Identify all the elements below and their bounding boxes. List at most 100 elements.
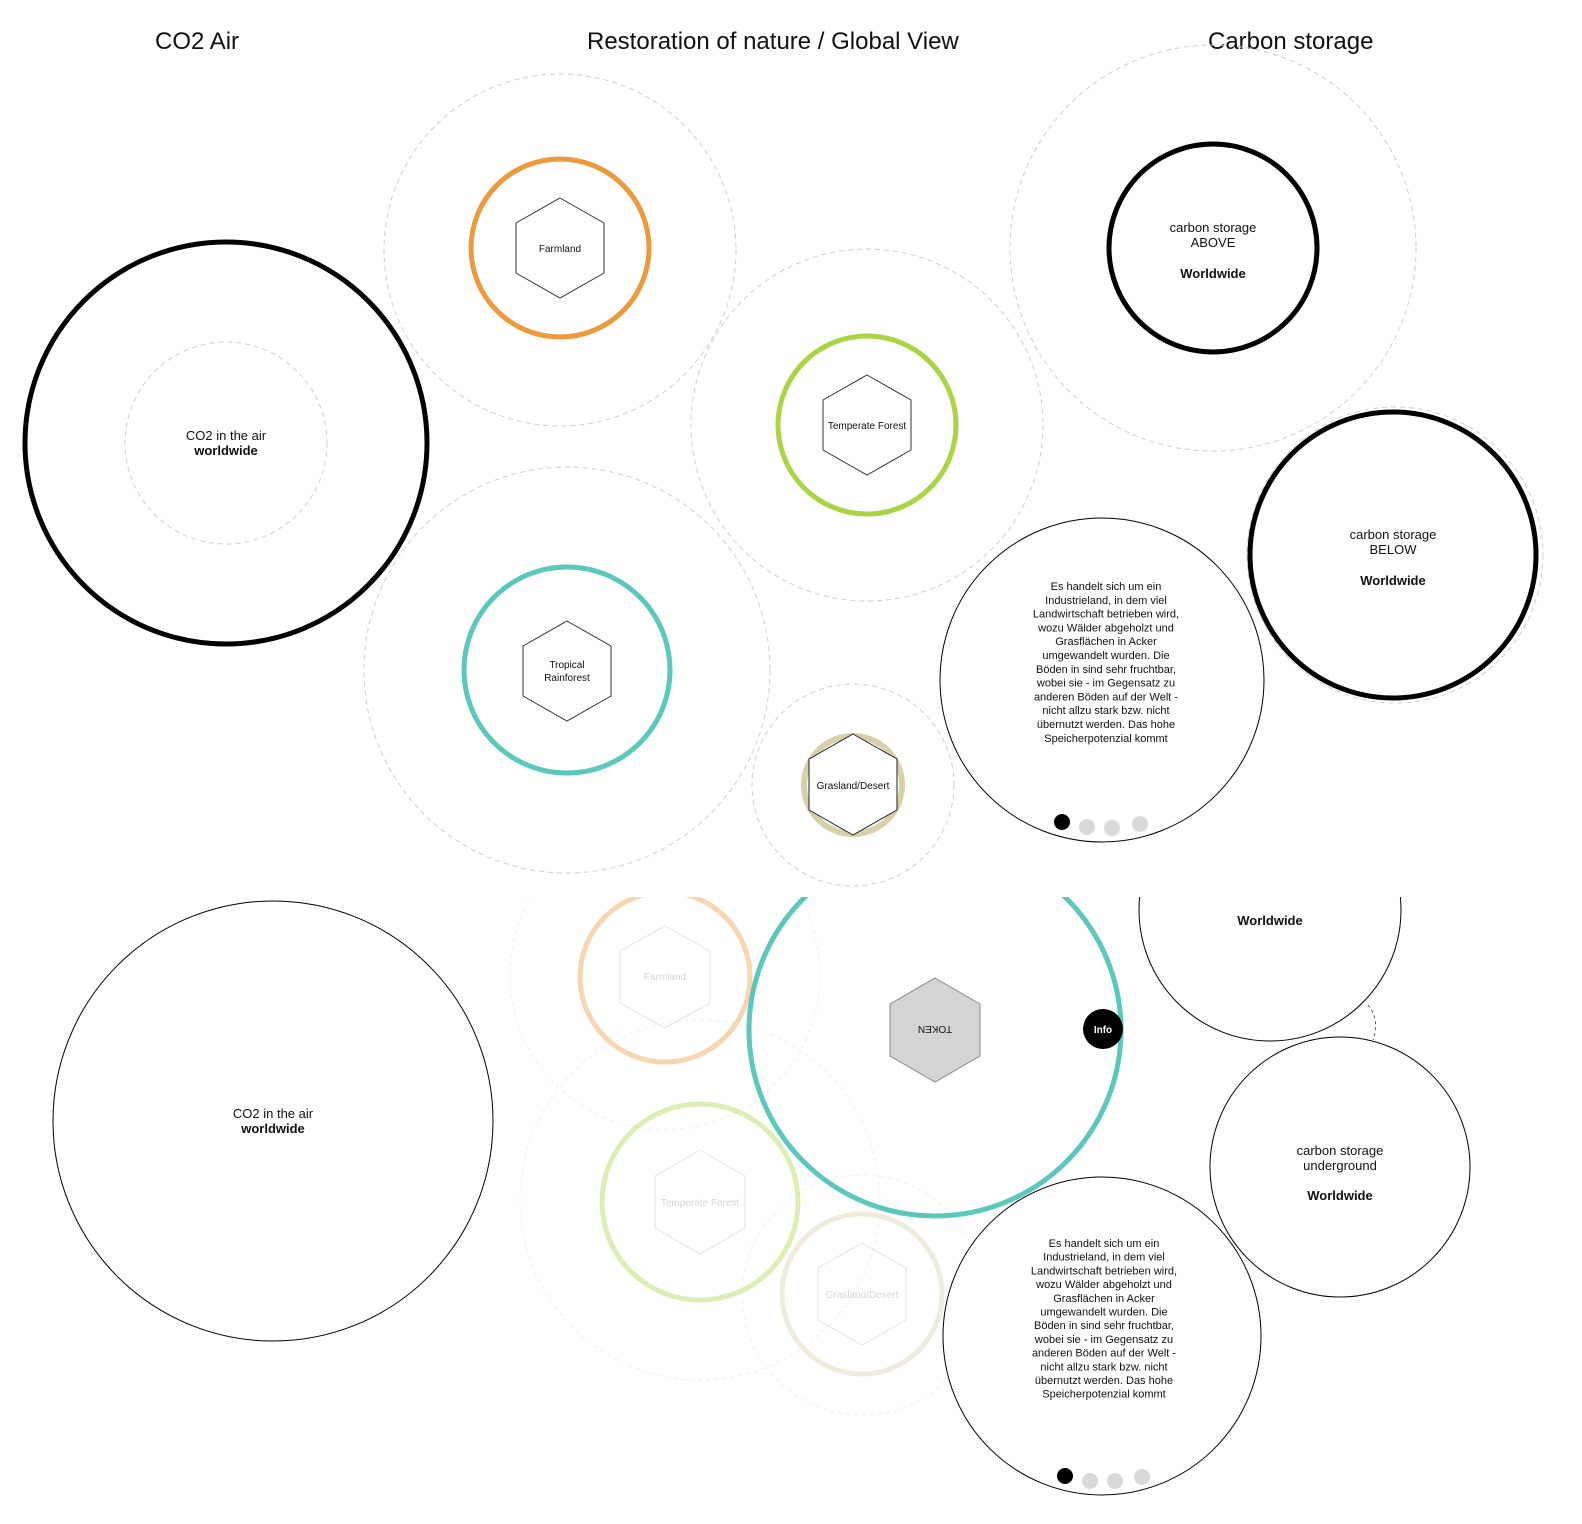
tropical-label-2: Rainforest: [544, 673, 590, 684]
info-button[interactable]: [1083, 1009, 1123, 1049]
grasland-desert-node[interactable]: Grasland/Desert: [801, 733, 905, 837]
info-text-line: anderen Böden auf der Welt -: [1032, 1348, 1176, 1360]
farmland-ring[interactable]: [468, 156, 652, 340]
carbon-underground-ring[interactable]: [1209, 1036, 1471, 1298]
token-hexagon-icon[interactable]: [889, 977, 981, 1083]
carbon-above-ring[interactable]: [1106, 141, 1320, 355]
worldwide-top-label: Worldwide: [1237, 913, 1302, 928]
tropical-rainforest-node[interactable]: Tropical Rainforest: [461, 564, 673, 776]
pager-dot-active[interactable]: [1057, 1468, 1073, 1484]
below-dashed-ring: [1246, 406, 1544, 704]
faded-temperate-node[interactable]: Temperate Forest: [599, 1101, 801, 1303]
grasland-label: Grasland/Desert: [817, 781, 890, 792]
pager-dot[interactable]: [1134, 1469, 1150, 1485]
co2-top-line1: CO2 in the air: [186, 428, 267, 443]
co2-bottom-line2: worldwide: [240, 1121, 305, 1136]
worldwide-top-ring[interactable]: [1138, 779, 1402, 1042]
info-text-line: wozu Wälder abgeholzt und: [1037, 622, 1174, 634]
faded-temperate-ring[interactable]: [599, 1101, 801, 1303]
farmland-node[interactable]: Farmland: [468, 156, 652, 340]
temperate-forest-ring[interactable]: [775, 333, 959, 517]
farmland-hexagon-icon[interactable]: [515, 197, 605, 299]
underground-line3: Worldwide: [1307, 1188, 1372, 1203]
info-bottom-text: Es handelt sich um ein Industrieland, in …: [1031, 1238, 1177, 1401]
temperate-forest-label: Temperate Forest: [828, 421, 907, 432]
farmland-dashed-ring: [383, 73, 737, 427]
worldwide-top-node[interactable]: Worldwide: [1138, 779, 1402, 1042]
info-text-line: Grasflächen in Acker: [1053, 1293, 1155, 1305]
faded-dashed-ring: [519, 1019, 881, 1381]
temperate-dashed-ring: [690, 248, 1044, 602]
above-line3: Worldwide: [1180, 266, 1245, 281]
info-text-line: Speicherpotenzial kommt: [1042, 1389, 1166, 1401]
below-line2: BELOW: [1370, 542, 1418, 557]
info-text-line: Landwirtschaft betrieben wird,: [1033, 609, 1179, 621]
header-co2-air: CO2 Air: [155, 28, 240, 55]
co2-top-line2: worldwide: [193, 443, 258, 458]
below-line3: Worldwide: [1360, 573, 1425, 588]
header-carbon-storage: Carbon storage: [1208, 28, 1374, 55]
faded-farmland-hexagon-icon: [619, 925, 711, 1029]
info-text-line: nicht allzu stark bzw. nicht: [1042, 705, 1169, 717]
carbon-below-node[interactable]: carbon storage BELOW Worldwide: [1247, 409, 1539, 701]
faded-grasland-hexagon-icon: [817, 1242, 907, 1346]
temperate-forest-hexagon-icon[interactable]: [822, 374, 912, 476]
carbon-underground-node[interactable]: carbon storage underground Worldwide: [1209, 1036, 1471, 1298]
info-text-line: übernutzt werden. Das hohe: [1035, 1375, 1173, 1387]
faded-farmland-node[interactable]: Farmland: [577, 892, 753, 1065]
info-text-line: umgewandelt wurden. Die: [1042, 650, 1169, 662]
tropical-rainforest-hexagon-icon[interactable]: [522, 620, 612, 722]
faded-temperate-label: Temperate Forest: [661, 1198, 740, 1209]
faded-temperate-hexagon-icon: [654, 1149, 746, 1255]
co2-inner-dashed-ring: [124, 341, 328, 545]
temperate-forest-node[interactable]: Temperate Forest: [775, 333, 959, 517]
below-line1: carbon storage: [1350, 527, 1437, 542]
grasland-desert-hexagon-icon[interactable]: [808, 733, 898, 836]
above-line1: carbon storage: [1170, 220, 1257, 235]
info-text-line: wobei sie - im Gegensatz zu: [1036, 678, 1175, 690]
co2-air-bottom[interactable]: CO2 in the air worldwide: [52, 900, 494, 1342]
info-panel-bottom: Es handelt sich um ein Industrieland, in …: [942, 1176, 1262, 1496]
header-restoration: Restoration of nature / Global View: [587, 28, 959, 55]
carbon-below-ring[interactable]: [1247, 409, 1539, 701]
info-text-line: wobei sie - im Gegensatz zu: [1034, 1334, 1173, 1346]
info-text-line: Landwirtschaft betrieben wird,: [1031, 1265, 1177, 1277]
info-text-line: Böden in sind sehr fruchtbar,: [1034, 1320, 1174, 1332]
pager-dot[interactable]: [1132, 816, 1148, 832]
pager-dot[interactable]: [1107, 1473, 1123, 1489]
info-text-line: Grasflächen in Acker: [1055, 636, 1157, 648]
dashed-rings: [124, 44, 1544, 887]
co2-air-top[interactable]: CO2 in the air worldwide: [22, 239, 430, 647]
tropical-rainforest-ring[interactable]: [461, 564, 673, 776]
co2-air-bottom-ring[interactable]: [52, 900, 494, 1342]
above-line2: ABOVE: [1191, 235, 1236, 250]
info-text-line: umgewandelt wurden. Die: [1040, 1307, 1167, 1319]
underground-line2: underground: [1303, 1158, 1377, 1173]
grasland-dashed-ring: [751, 683, 955, 887]
info-top-text: Es handelt sich um ein Industrieland, in …: [1033, 581, 1179, 745]
pager-dot[interactable]: [1079, 819, 1095, 835]
info-panel-top: Es handelt sich um ein Industrieland, in …: [939, 517, 1265, 843]
tropical-dashed-ring: [363, 466, 771, 874]
faded-farmland-ring[interactable]: [577, 892, 753, 1065]
info-text-line: Es handelt sich um ein: [1049, 1238, 1160, 1250]
faded-grasland-ring[interactable]: [779, 1211, 945, 1377]
info-button-label: Info: [1094, 1025, 1112, 1036]
pager-dot-active[interactable]: [1054, 814, 1070, 830]
tropical-label-1: Tropical: [549, 660, 584, 671]
token-node[interactable]: TOKEN Info: [746, 844, 1124, 1219]
pager-dot[interactable]: [1082, 1473, 1098, 1489]
faded-farmland-label: Farmland: [644, 972, 686, 983]
info-text-line: nicht allzu stark bzw. nicht: [1040, 1361, 1167, 1373]
carbon-above-node[interactable]: carbon storage ABOVE Worldwide: [1106, 141, 1320, 355]
info-panel-bottom-circle: [942, 1176, 1262, 1496]
faded-dashed-ring: [509, 897, 821, 1131]
info-text-line: Industrieland, in dem viel: [1043, 1252, 1165, 1264]
faded-grasland-node[interactable]: Grasland/Desert: [779, 1211, 945, 1377]
info-text-line: wozu Wälder abgeholzt und: [1035, 1279, 1172, 1291]
info-panel-top-circle: [939, 517, 1265, 843]
info-text-line: Es handelt sich um ein: [1051, 581, 1162, 593]
co2-air-top-ring[interactable]: [22, 239, 430, 647]
pager-dot[interactable]: [1104, 820, 1120, 836]
